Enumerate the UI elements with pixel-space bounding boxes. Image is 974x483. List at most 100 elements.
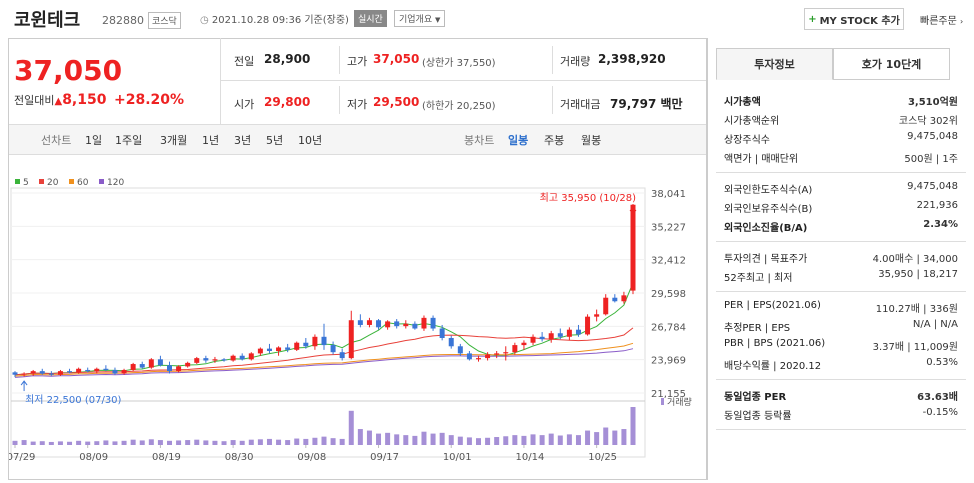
volume-bar [148,439,154,445]
legend-swatch [99,179,104,184]
info-label: PER | EPS(2021.06) [724,300,821,311]
divider [716,172,966,173]
info-row: PER | EPS(2021.06) 110.27배 | 336원 [724,300,958,315]
y-tick-label: 26,784 [651,322,686,333]
open-label: 시가 [234,98,255,111]
x-tick-label: 09/17 [370,452,399,463]
volume-bar [285,440,291,445]
candle-body [530,336,536,343]
volume-bar [48,441,54,445]
candle-body [167,365,172,372]
tab-10y[interactable]: 10년 [298,134,323,147]
tab-1d[interactable]: 1일 [85,134,103,147]
candle-body [630,204,636,291]
legend-swatch [39,179,44,184]
volume-bar [466,437,472,445]
candle-body [30,371,36,374]
info-label: 동일업종 등락률 [724,411,792,422]
candle-body [621,295,627,302]
tab-weekly[interactable]: 주봉 [544,134,565,147]
tab-5y[interactable]: 5년 [266,134,284,147]
divider [716,241,966,242]
tab-daily[interactable]: 일봉 [508,134,529,147]
candle-body [476,358,481,360]
legend-label: 60 [77,178,89,188]
info-label: 상장주식수 [724,135,770,146]
candle-body [39,371,45,374]
tab-monthly[interactable]: 월봉 [581,134,602,147]
company-overview-dropdown[interactable]: 기업개요 ▼ [394,10,446,27]
volume-bar [94,441,100,445]
info-label: 외국인소진율(B/A) [724,223,808,234]
low-value: 29,500 [373,95,420,109]
stock-code-value: 282880 [102,14,144,27]
mystock-add-button[interactable]: + MY STOCK 추가 [804,8,904,30]
volume-bar [194,439,200,445]
volume-bar [157,440,163,445]
candle-body [612,297,618,302]
volume-bar [494,437,500,445]
candle-body [512,345,518,353]
stock-header: 코윈테크 282880 코스닥 ◷ 2021.10.28 09:36 기준(장중… [0,0,974,38]
quick-order-label: 빠른주문 [920,16,957,27]
candle-body [321,336,327,346]
info-row: 상장주식수 9,475,048 [724,131,958,146]
info-value: 63.63배 [917,392,958,403]
quick-order-link[interactable]: 빠른주문 › [920,12,963,27]
candle-body [539,336,545,340]
candle-body [48,373,54,375]
info-panel: 투자정보 호가 10단계 시가총액 3,510억원 시가총액순위 코스닥 302위 상장… [716,48,966,438]
volume-bar [394,434,400,445]
candle-body [366,320,372,325]
volume-bar [457,436,463,445]
tab-3y[interactable]: 3년 [234,134,252,147]
chart-tabs: 선차트 1일 1주일 3개월 1년 3년 5년 10년 봉차트 일봉 주봉 월봉 [9,124,707,155]
volume-bar [30,441,36,445]
info-row: PBR | BPS (2021.06) 3.37배 | 11,009원 [724,338,958,353]
y-tick-label: 32,412 [651,256,686,267]
volume-bar [366,430,372,445]
prev-close-label: 전일 [234,55,255,68]
candle-body [248,353,254,360]
volume-bar [121,440,127,445]
candle-body [285,347,291,350]
legend-label: 120 [107,178,124,188]
tab-orderbook-10[interactable]: 호가 10단계 [833,48,950,80]
candle-body [212,359,218,361]
info-row: 액면가 | 매매단위 500원 | 1주 [724,150,958,165]
candle-body [203,358,209,361]
tab-3m[interactable]: 3개월 [160,134,188,147]
candle-chart-label: 봉차트 [464,134,495,147]
candle-body [466,353,472,360]
candle-body [457,346,463,354]
tab-investment-info[interactable]: 투자정보 [716,48,833,80]
info-row: 시가총액순위 코스닥 302위 [724,112,958,127]
tab-1w[interactable]: 1주일 [115,134,143,147]
y-tick-label: 29,598 [651,289,686,300]
info-value: 3,510억원 [907,97,958,108]
divider [716,379,966,380]
candle-body [103,368,109,370]
main-quote-panel [8,38,708,480]
change-value: 8,150 [62,92,107,108]
candle-body [339,352,345,359]
candlestick-chart[interactable]: 5 20 60 120 38,041 35,227 32,412 29,598 26,784 23… [9,170,707,480]
x-tick-label: 09/08 [297,452,326,463]
chevron-down-icon: ▼ [435,16,441,24]
info-label: 액면가 | 매매단위 [724,154,799,165]
info-row: 외국인한도주식수(A) 9,475,048 [724,181,958,196]
info-value: 0.53% [926,357,958,368]
live-badge[interactable]: 실시간 [354,10,387,27]
candle-body [139,364,145,368]
candle-body [585,316,591,335]
candle-body [439,328,445,338]
candle-body [575,329,581,335]
info-label: 추정PER | EPS [724,323,791,334]
tab-1y[interactable]: 1년 [202,134,220,147]
info-value: 35,950 | 18,217 [878,269,958,280]
candle-body [176,366,182,372]
candle-body [394,321,400,327]
amount-value: 79,797 백만 [610,97,683,111]
volume-bar [521,435,527,445]
volume-bar [430,433,436,445]
